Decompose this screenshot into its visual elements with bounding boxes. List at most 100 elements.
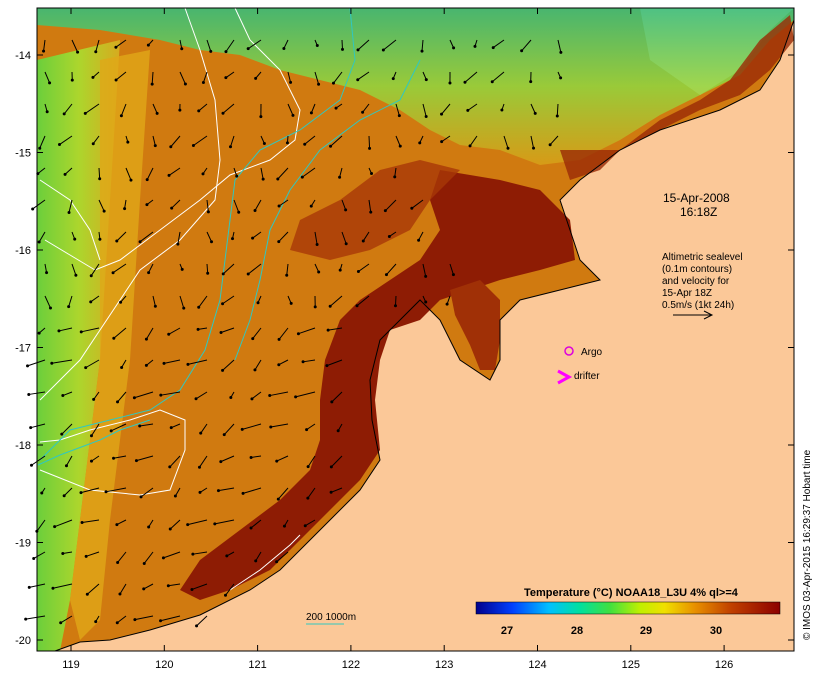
velocity-arrow: [222, 263, 235, 275]
sst-ocean-base: [37, 8, 794, 651]
velocity-arrow: [91, 455, 100, 462]
velocity-arrow: [195, 391, 208, 400]
velocity-arrow: [163, 551, 181, 559]
velocity-arrow: [84, 103, 100, 114]
velocity-arrow: [25, 615, 46, 620]
velocity-arrow-head: [167, 332, 171, 336]
velocity-arrow: [63, 487, 73, 497]
velocity-arrow-head: [491, 46, 495, 50]
velocity-arrow-head: [142, 587, 146, 591]
velocity-arrow-head: [197, 305, 201, 309]
velocity-arrow-head: [26, 364, 30, 368]
velocity-arrow: [225, 39, 235, 52]
velocity-arrow-head: [169, 145, 173, 149]
velocity-arrow-head: [329, 144, 333, 148]
velocity-arrow: [286, 263, 289, 276]
velocity-arrow-head: [32, 556, 36, 560]
velocity-arrow: [163, 359, 181, 364]
velocity-arrow: [395, 135, 401, 147]
velocity-arrow: [277, 167, 289, 180]
velocity-arrow: [362, 103, 370, 113]
velocity-arrow-head: [62, 494, 66, 498]
velocity-arrow: [214, 519, 235, 525]
velocity-arrow-head: [38, 146, 42, 150]
velocity-arrow: [86, 583, 100, 595]
velocity-arrow: [168, 583, 181, 587]
velocity-arrow: [222, 359, 235, 371]
velocity-arrow: [247, 263, 262, 275]
velocity-arrow: [278, 231, 289, 242]
velocity-arrow-head: [85, 592, 89, 596]
velocity-arrow: [98, 199, 105, 212]
lon-tick-label: 125: [622, 659, 640, 671]
velocity-arrow-head: [289, 80, 293, 84]
velocity-arrow-head: [355, 304, 359, 308]
velocity-arrow-head: [315, 242, 319, 246]
sst-warm-northeast: [560, 15, 794, 180]
velocity-arrow-head: [98, 177, 102, 181]
velocity-arrow-head: [91, 142, 95, 146]
velocity-arrow-head: [114, 45, 118, 49]
velocity-arrow-head: [118, 592, 122, 596]
velocity-arrow: [152, 295, 156, 307]
velocity-arrow-head: [262, 141, 266, 145]
velocity-arrow-head: [180, 47, 184, 51]
velocity-arrow-head: [331, 81, 335, 85]
velocity-arrow: [95, 39, 100, 52]
velocity-arrow: [206, 263, 209, 274]
velocity-arrow-head: [410, 206, 414, 210]
velocity-arrow-head: [190, 587, 194, 591]
velocity-arrow: [422, 103, 427, 117]
velocity-arrow: [339, 167, 343, 178]
velocity-arrow: [51, 359, 73, 364]
velocity-arrow-head: [201, 81, 205, 85]
velocity-arrow-head: [381, 48, 385, 52]
velocity-arrow: [30, 423, 46, 429]
velocity-arrow: [549, 135, 559, 146]
velocity-arrow: [251, 455, 262, 458]
lon-tick-label: 121: [248, 659, 266, 671]
velocity-arrow-head: [393, 304, 397, 308]
velocity-arrow: [305, 519, 316, 527]
colorbar-tick-28: 28: [571, 625, 583, 637]
velocity-arrow: [242, 487, 262, 494]
velocity-arrow: [68, 295, 73, 307]
lat-tick-label: -19: [15, 538, 31, 550]
velocity-arrow-head: [147, 271, 151, 275]
velocity-arrow-head: [440, 140, 444, 144]
velocity-arrow: [307, 455, 316, 467]
velocity-arrow: [143, 583, 154, 590]
velocity-arrow-head: [201, 172, 205, 176]
velocity-arrow-head: [384, 273, 388, 277]
legend-line-4: 15-Apr 18Z: [662, 288, 712, 299]
velocity-arrow-head: [548, 143, 552, 147]
velocity-arrow-head: [61, 394, 65, 398]
velocity-arrow-head: [150, 82, 154, 86]
velocity-arrow: [302, 359, 316, 363]
velocity-arrow: [198, 295, 208, 308]
velocity-arrow-head: [79, 330, 83, 334]
velocity-arrow-head: [253, 368, 257, 372]
velocity-arrow-head: [356, 48, 360, 52]
drifter-marker-icon: [557, 369, 573, 385]
velocity-arrow-head: [50, 361, 54, 365]
velocity-arrow-head: [115, 523, 119, 527]
velocity-arrow-head: [146, 43, 150, 47]
velocity-arrow: [91, 423, 100, 437]
velocity-arrow: [269, 391, 289, 397]
velocity-arrow-head: [138, 424, 142, 428]
velocity-arrow: [179, 295, 185, 309]
velocity-arrow: [119, 583, 127, 595]
velocity-arrow-head: [303, 142, 307, 146]
colorbar-tick-27: 27: [501, 625, 513, 637]
velocity-arrow: [43, 39, 46, 52]
velocity-arrow-head: [268, 394, 272, 398]
velocity-arrow-head: [221, 272, 225, 276]
velocity-arrow-head: [31, 207, 35, 211]
velocity-arrow: [113, 327, 127, 339]
velocity-arrow-head: [29, 463, 33, 467]
velocity-arrow: [197, 327, 208, 330]
velocity-arrow-head: [275, 560, 279, 564]
velocity-arrow-head: [393, 175, 397, 179]
velocity-arrow-head: [356, 270, 360, 274]
